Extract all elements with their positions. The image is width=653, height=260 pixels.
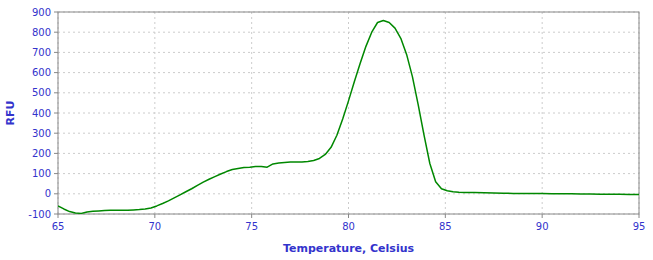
y-grid-line bbox=[58, 173, 639, 174]
y-tick bbox=[54, 193, 58, 194]
y-tick bbox=[54, 52, 58, 53]
x-tick-label: 70 bbox=[148, 221, 161, 232]
x-tick-label: 75 bbox=[245, 221, 258, 232]
x-tick bbox=[154, 214, 155, 218]
background bbox=[0, 0, 653, 260]
y-tick-label: -100 bbox=[28, 209, 51, 220]
y-tick bbox=[54, 173, 58, 174]
y-tick bbox=[54, 12, 58, 13]
x-tick bbox=[639, 214, 640, 218]
plot-frame bbox=[58, 12, 639, 214]
y-tick bbox=[54, 153, 58, 154]
x-tick-label: 90 bbox=[536, 221, 549, 232]
y-grid-line bbox=[58, 153, 639, 154]
x-grid-line bbox=[251, 12, 252, 214]
x-tick bbox=[542, 214, 543, 218]
y-tick bbox=[54, 113, 58, 114]
y-tick bbox=[54, 214, 58, 215]
y-tick-label: 800 bbox=[32, 27, 51, 38]
y-axis-label: RFU bbox=[4, 101, 17, 126]
x-tick-label: 95 bbox=[633, 221, 646, 232]
y-tick-label: 200 bbox=[32, 148, 51, 159]
y-tick bbox=[54, 32, 58, 33]
data bbox=[58, 20, 639, 213]
y-tick-label: 100 bbox=[32, 168, 51, 179]
x-tick-label: 85 bbox=[439, 221, 452, 232]
x-grid-line bbox=[542, 12, 543, 214]
y-tick-label: 900 bbox=[32, 7, 51, 18]
y-tick-label: 600 bbox=[32, 67, 51, 78]
x-tick bbox=[58, 214, 59, 218]
y-tick bbox=[54, 72, 58, 73]
page: {"chart_data": {"type": "line", "xlabel"… bbox=[0, 0, 653, 260]
y-grid-line bbox=[58, 113, 639, 114]
x-tick-label: 80 bbox=[342, 221, 355, 232]
x-tick bbox=[348, 214, 349, 218]
y-tick-label: 300 bbox=[32, 128, 51, 139]
y-grid-line bbox=[58, 92, 639, 93]
y-tick-label: 700 bbox=[32, 47, 51, 58]
axes: 65 70 75 80 85 90 95 -100 0 100 200 300 400 500 600 700… bbox=[28, 7, 645, 233]
x-tick-label: 65 bbox=[52, 221, 65, 232]
y-grid-line bbox=[58, 72, 639, 73]
y-grid-line bbox=[58, 32, 639, 33]
x-axis-label: Temperature, Celsius bbox=[283, 242, 415, 255]
y-tick bbox=[54, 133, 58, 134]
y-grid-line bbox=[58, 52, 639, 53]
line bbox=[58, 20, 639, 213]
x-tick bbox=[251, 214, 252, 218]
chart: 65 70 75 80 85 90 95 -100 0 100 200 300 400 500 600 700… bbox=[0, 0, 653, 260]
x-tick bbox=[445, 214, 446, 218]
grid bbox=[58, 12, 639, 214]
y-tick-label: 0 bbox=[45, 188, 51, 199]
y-tick-label: 400 bbox=[32, 108, 51, 119]
y-tick-label: 500 bbox=[32, 87, 51, 98]
y-tick bbox=[54, 92, 58, 93]
y-grid-line bbox=[58, 133, 639, 134]
